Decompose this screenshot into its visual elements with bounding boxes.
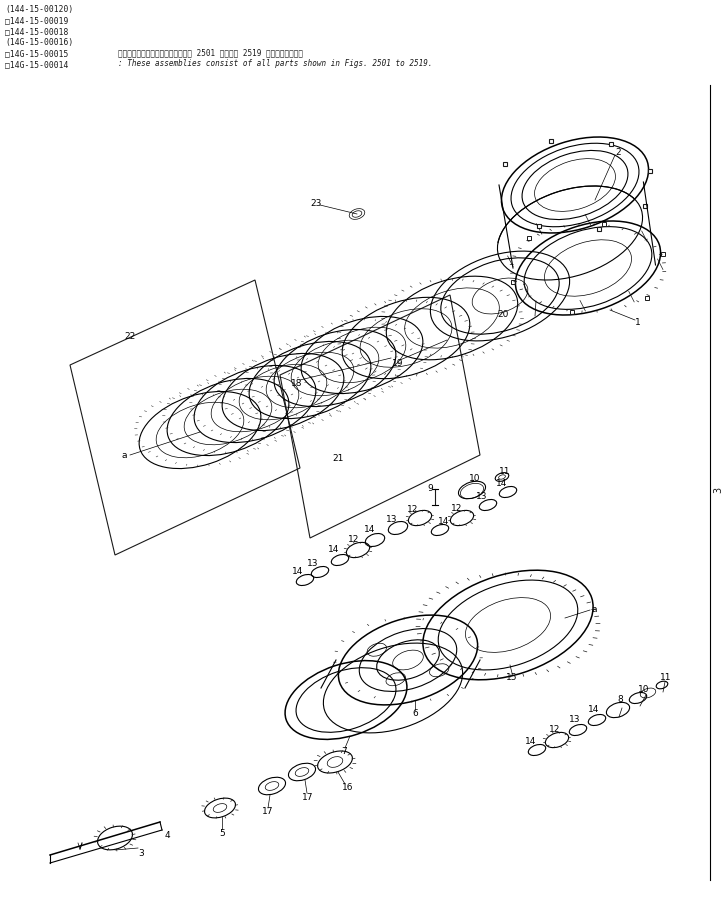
Text: □14G-15-00014: □14G-15-00014 xyxy=(5,60,68,69)
Text: 6: 6 xyxy=(412,709,418,719)
Text: 14: 14 xyxy=(526,738,537,747)
Text: 4: 4 xyxy=(165,831,170,839)
Text: 14: 14 xyxy=(438,518,450,527)
Text: 9: 9 xyxy=(427,484,433,492)
Text: 13: 13 xyxy=(387,516,397,524)
Text: 18: 18 xyxy=(291,379,303,387)
Text: 12: 12 xyxy=(348,536,360,544)
Text: a: a xyxy=(122,450,127,459)
Text: 13: 13 xyxy=(476,491,488,500)
Text: 12: 12 xyxy=(550,726,561,734)
Text: □14G-15-00015: □14G-15-00015 xyxy=(5,49,68,58)
Text: これらのアセンブリの構成部品は第 2501 図から第 2519 図まで含みます。: これらのアセンブリの構成部品は第 2501 図から第 2519 図まで含みます。 xyxy=(118,48,303,57)
Text: 14: 14 xyxy=(293,568,304,576)
Text: a: a xyxy=(591,605,597,614)
Text: 7: 7 xyxy=(341,748,347,757)
Text: 12: 12 xyxy=(451,503,463,512)
Text: 14: 14 xyxy=(364,526,376,534)
Text: 14: 14 xyxy=(588,706,600,715)
Text: 17: 17 xyxy=(302,792,314,802)
Text: (14G-15-00016): (14G-15-00016) xyxy=(5,38,74,47)
Text: 14: 14 xyxy=(328,545,340,554)
Text: 10: 10 xyxy=(470,474,480,482)
Text: 11: 11 xyxy=(499,467,511,476)
Text: 12: 12 xyxy=(407,505,419,513)
Text: 11: 11 xyxy=(660,673,672,681)
Text: 16: 16 xyxy=(342,783,354,792)
Text: 22: 22 xyxy=(124,331,135,341)
Text: 10: 10 xyxy=(638,686,650,695)
Text: 3: 3 xyxy=(713,487,723,493)
Text: 20: 20 xyxy=(497,310,509,319)
Text: □144-15-00019: □144-15-00019 xyxy=(5,16,68,25)
Text: 15: 15 xyxy=(506,673,518,681)
Text: 2: 2 xyxy=(615,148,621,156)
Text: 5: 5 xyxy=(219,828,225,837)
Text: 14: 14 xyxy=(496,478,507,488)
Text: 13: 13 xyxy=(569,716,581,725)
Text: 21: 21 xyxy=(332,454,344,463)
Text: : These assemblies consist of all parts shown in Figs. 2501 to 2519.: : These assemblies consist of all parts … xyxy=(118,59,432,68)
Text: 17: 17 xyxy=(262,807,274,816)
Text: 1: 1 xyxy=(635,318,641,327)
Text: 23: 23 xyxy=(310,198,322,207)
Text: (144-15-00120): (144-15-00120) xyxy=(5,5,74,14)
Text: □144-15-00018: □144-15-00018 xyxy=(5,27,68,36)
Text: 19: 19 xyxy=(392,359,404,368)
Text: 13: 13 xyxy=(307,560,319,569)
Text: 3: 3 xyxy=(138,848,144,857)
Text: 8: 8 xyxy=(617,696,623,705)
